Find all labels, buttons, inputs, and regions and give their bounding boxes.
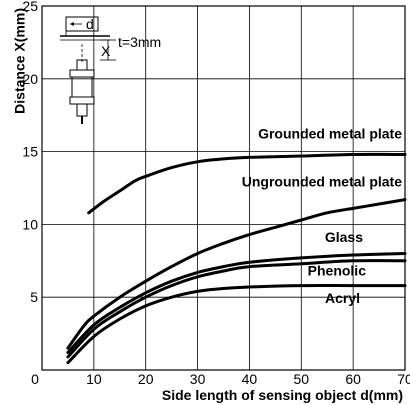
series-label-phenolic: Phenolic [308, 262, 367, 278]
x-tick-label: 50 [293, 371, 309, 387]
d-arrow-left [70, 22, 74, 26]
series-line-ungrounded-metal-plate [66, 198, 407, 350]
d-label: d [86, 16, 94, 32]
y-tick-label: 5 [30, 289, 38, 305]
series-lines [66, 152, 407, 365]
plot-frame [41, 5, 406, 371]
sensor-nut-top [69, 69, 95, 78]
x-tick-label: 60 [345, 371, 361, 387]
series-label-glass: Glass [325, 229, 363, 245]
x-tick-label: 40 [242, 371, 258, 387]
sensor-tail [76, 103, 88, 117]
x-tick-label: 10 [86, 371, 102, 387]
x-axis-label: Side length of sensing object d(mm) [162, 387, 403, 403]
y-tick-label: 25 [22, 0, 38, 14]
series-line-glass [66, 252, 407, 354]
series-labels: Grounded metal plate Ungrounded metal pla… [242, 125, 402, 306]
sensor-body [71, 76, 93, 98]
x-tick-label: 0 [31, 371, 39, 387]
series-line-grounded-metal-plate [87, 152, 407, 215]
x-tick-label: 20 [138, 371, 154, 387]
grid [42, 6, 405, 370]
y-tick-label: 15 [22, 144, 38, 160]
x-tick-label: 30 [190, 371, 206, 387]
sensor-nut-bottom [69, 96, 95, 105]
thickness-label: t=3mm [118, 34, 161, 50]
series-label-ungrounded-metal-plate: Ungrounded metal plate [242, 174, 402, 190]
series-label-acryl: Acryl [325, 290, 360, 306]
y-tick-label: 10 [22, 216, 38, 232]
series-line-acryl [66, 283, 407, 365]
series-label-grounded-metal-plate: Grounded metal plate [258, 125, 402, 141]
x-tick-label: 70 [397, 371, 410, 387]
y-axis-label: Distance X(mm) [11, 8, 27, 114]
y-tick-label: 20 [22, 71, 38, 87]
tick-labels: 0 10 20 30 40 50 60 70 5 10 15 20 25 [22, 0, 410, 387]
sensor-diagram: d X t=3mm [60, 16, 161, 124]
series-line-phenolic [66, 259, 407, 359]
x-label: X [101, 43, 111, 59]
